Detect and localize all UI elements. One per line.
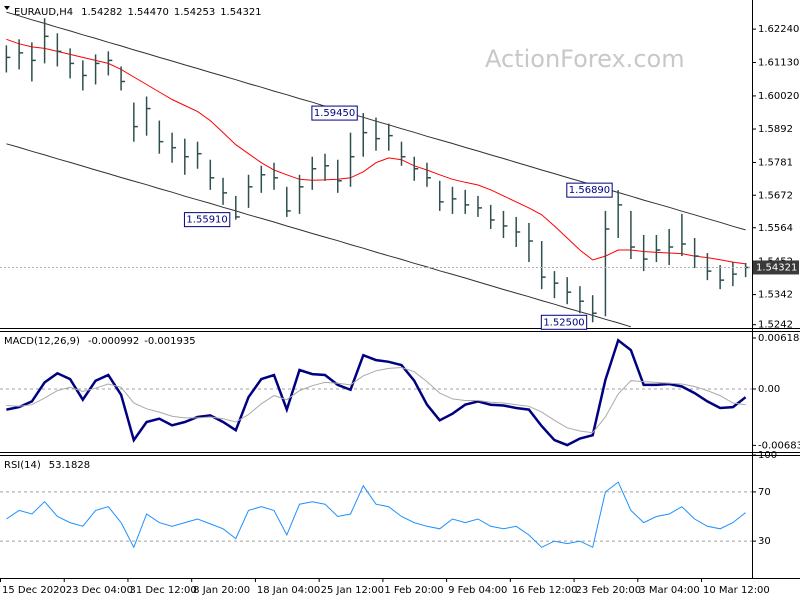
price-annotation: 1.59450 bbox=[314, 108, 355, 119]
y-tick-label: 0.00 bbox=[758, 384, 780, 395]
header-value: -0.001935 bbox=[144, 336, 195, 347]
y-tick-label: 1.5242 bbox=[758, 320, 793, 331]
price-annotation: 1.52500 bbox=[543, 317, 584, 328]
x-tick-label: 16 Feb 12:00 bbox=[512, 585, 578, 596]
x-tick-label: 15 Dec 2020 bbox=[2, 585, 66, 596]
x-tick-label: 1 Feb 20:00 bbox=[384, 585, 443, 596]
price-annotation: 1.55910 bbox=[186, 215, 227, 226]
annotation-box bbox=[566, 182, 613, 198]
y-tick-label: 1.5781 bbox=[758, 157, 793, 168]
y-tick-label: 30 bbox=[758, 536, 771, 547]
watermark: ActionForex.com bbox=[485, 45, 685, 73]
header-value: 1.54321 bbox=[220, 7, 261, 18]
series-line bbox=[6, 143, 632, 328]
series-line bbox=[6, 366, 746, 434]
last-price-label: 1.54321 bbox=[756, 262, 797, 273]
y-tick-label: 1.5564 bbox=[758, 223, 793, 234]
pane-title: EURAUD,H4 bbox=[14, 7, 73, 18]
x-tick-label: 9 Feb 04:00 bbox=[448, 585, 507, 596]
header-value: 1.54253 bbox=[174, 7, 215, 18]
x-tick-label: 23 Dec 04:00 bbox=[66, 585, 133, 596]
annotation-box bbox=[311, 105, 358, 121]
x-tick-label: 31 Dec 12:00 bbox=[129, 585, 196, 596]
series-line bbox=[6, 481, 746, 549]
y-tick-label: 1.5892 bbox=[758, 124, 793, 135]
annotation-box bbox=[183, 212, 231, 228]
y-tick-label: 100 bbox=[758, 450, 777, 461]
annotation-box bbox=[540, 314, 588, 330]
x-tick-label: 10 Mar 12:00 bbox=[703, 585, 770, 596]
x-tick-label: 18 Jan 04:00 bbox=[257, 585, 320, 596]
x-tick-label: 25 Jan 12:00 bbox=[321, 585, 384, 596]
price-annotation: 1.56890 bbox=[569, 185, 610, 196]
pane-title: RSI(14) bbox=[4, 460, 41, 471]
symbol-icon bbox=[4, 6, 10, 10]
y-tick-label: 0.006184 bbox=[758, 333, 800, 344]
header-value: 53.1828 bbox=[49, 460, 90, 471]
x-tick-label: 8 Jan 20:00 bbox=[193, 585, 250, 596]
x-tick-label: 3 Mar 04:00 bbox=[639, 585, 699, 596]
y-tick-label: 1.60020 bbox=[758, 91, 799, 102]
header-value: 1.54470 bbox=[127, 7, 168, 18]
y-tick-label: 70 bbox=[758, 487, 771, 498]
header-value: -0.000992 bbox=[88, 336, 139, 347]
y-tick-label: 1.5672 bbox=[758, 190, 793, 201]
last-price-box bbox=[753, 260, 799, 275]
pane-title: MACD(12,26,9) bbox=[4, 336, 80, 347]
y-tick-label: 1.62240 bbox=[758, 24, 799, 35]
series-line bbox=[6, 338, 747, 447]
header-value: 1.54282 bbox=[81, 7, 122, 18]
y-tick-label: 1.61130 bbox=[758, 58, 799, 69]
y-tick-label: -0.006837 bbox=[758, 440, 800, 451]
y-tick-label: 1.5342 bbox=[758, 290, 793, 301]
series-line bbox=[6, 38, 746, 265]
x-tick-label: 23 Feb 20:00 bbox=[576, 585, 642, 596]
